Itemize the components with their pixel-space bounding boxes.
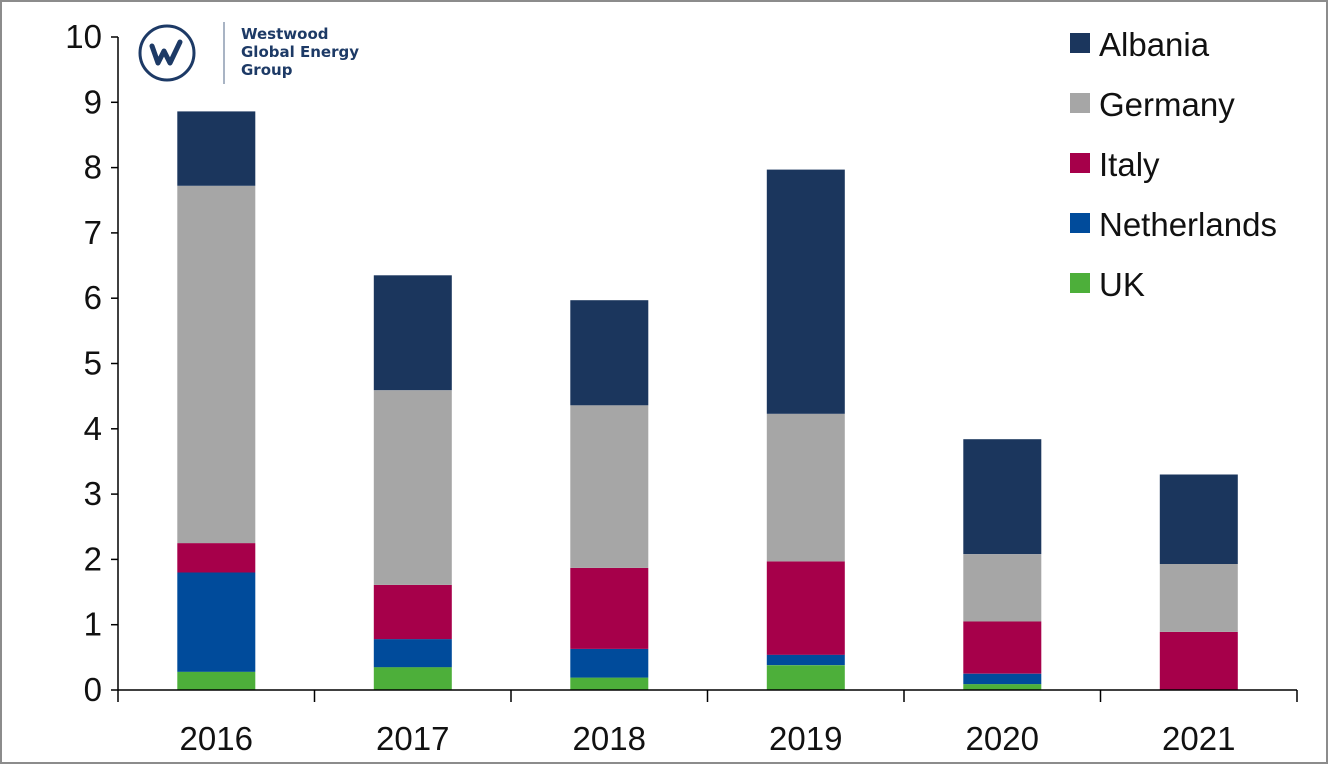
x-tick-label-2020: 2020 — [966, 720, 1039, 757]
bar-albania-2020 — [963, 439, 1042, 555]
legend-label-italy: Italy — [1099, 146, 1160, 183]
bar-italy-2019 — [766, 561, 845, 655]
legend-label-netherlands: Netherlands — [1099, 206, 1277, 243]
x-tick-label-2017: 2017 — [376, 720, 449, 757]
legend-label-albania: Albania — [1099, 26, 1210, 63]
y-tick-label-0: 0 — [84, 671, 102, 708]
y-tick-label-8: 8 — [84, 149, 102, 186]
y-tick-label-5: 5 — [84, 345, 102, 382]
axes-group: 0 1 2 3 4 5 6 7 8 9 10 2016 2017 2018 2019 2020 2021 — [65, 18, 1298, 757]
legend-label-uk: UK — [1099, 266, 1145, 303]
bar-uk-2017 — [373, 667, 452, 690]
bar-uk-2016 — [177, 671, 256, 690]
logo-line-1: Westwood — [241, 25, 329, 43]
legend: Albania Germany Italy Netherlands UK — [1070, 26, 1277, 303]
y-tick-label-1: 1 — [84, 606, 102, 643]
legend-swatch-uk — [1070, 273, 1090, 293]
y-tick-label-10: 10 — [65, 18, 102, 55]
bar-albania-2021 — [1159, 474, 1238, 564]
logo-line-3: Group — [241, 61, 293, 79]
bar-germany-2021 — [1159, 564, 1238, 632]
bar-netherlands-2016 — [177, 572, 256, 672]
y-tick-label-4: 4 — [84, 410, 102, 447]
legend-swatch-netherlands — [1070, 213, 1090, 233]
bar-germany-2018 — [570, 405, 649, 568]
legend-swatch-germany — [1070, 93, 1090, 113]
y-tick-label-2: 2 — [84, 540, 102, 577]
logo-line-2: Global Energy — [241, 43, 359, 61]
bar-albania-2016 — [177, 111, 256, 186]
bar-netherlands-2017 — [373, 639, 452, 668]
bar-italy-2021 — [1159, 631, 1238, 690]
bar-netherlands-2018 — [570, 648, 649, 678]
bar-albania-2019 — [766, 169, 845, 414]
x-tick-label-2018: 2018 — [573, 720, 646, 757]
x-tick-label-2021: 2021 — [1162, 720, 1235, 757]
bar-netherlands-2019 — [766, 654, 845, 666]
bar-italy-2017 — [373, 584, 452, 640]
y-tick-label-3: 3 — [84, 475, 102, 512]
westwood-logo: Westwood Global Energy Group — [138, 22, 359, 84]
bar-germany-2017 — [373, 390, 452, 585]
legend-label-germany: Germany — [1099, 86, 1235, 123]
bar-germany-2019 — [766, 413, 845, 562]
bar-albania-2017 — [373, 275, 452, 391]
x-tick-label-2019: 2019 — [769, 720, 842, 757]
legend-swatch-italy — [1070, 153, 1090, 173]
bar-italy-2016 — [177, 543, 256, 573]
bar-albania-2018 — [570, 300, 649, 406]
bar-germany-2016 — [177, 185, 256, 544]
y-tick-label-6: 6 — [84, 279, 102, 316]
bars-group — [177, 111, 1238, 690]
bar-netherlands-2020 — [963, 673, 1042, 685]
logo-w-icon — [149, 39, 183, 66]
bar-uk-2019 — [766, 665, 845, 690]
bar-uk-2018 — [570, 677, 649, 690]
y-tick-label-9: 9 — [84, 83, 102, 120]
bar-germany-2020 — [963, 554, 1042, 622]
x-tick-label-2016: 2016 — [180, 720, 253, 757]
bar-italy-2020 — [963, 621, 1042, 674]
legend-swatch-albania — [1070, 33, 1090, 53]
bar-italy-2018 — [570, 567, 649, 649]
bar-uk-2020 — [963, 684, 1042, 690]
y-tick-label-7: 7 — [84, 214, 102, 251]
